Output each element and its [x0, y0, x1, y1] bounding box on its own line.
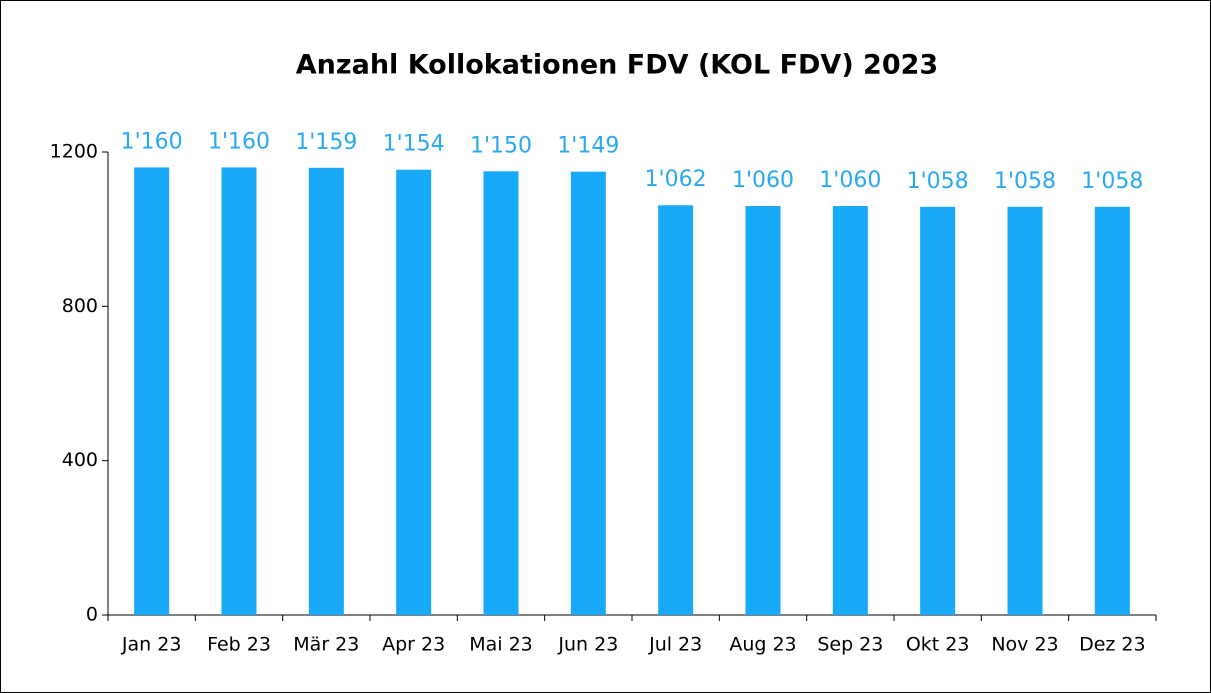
y-tick-label: 400: [62, 449, 98, 471]
value-label: 1'160: [121, 129, 183, 154]
x-tick-label: Apr 23: [382, 634, 445, 656]
x-tick-label: Jan 23: [121, 634, 182, 656]
value-label: 1'058: [1081, 169, 1143, 194]
y-tick-label: 0: [86, 604, 98, 626]
bar: [308, 167, 344, 616]
value-label: 1'058: [907, 169, 969, 194]
bar: [221, 167, 257, 615]
value-label: 1'060: [819, 168, 881, 193]
x-tick-label: Mai 23: [469, 634, 533, 656]
bar: [658, 205, 694, 615]
bar: [832, 206, 868, 615]
value-label: 1'058: [994, 169, 1056, 194]
bar: [920, 206, 956, 615]
x-tick-label: Sep 23: [817, 634, 883, 656]
bar: [1007, 206, 1043, 615]
value-label: 1'154: [383, 132, 445, 157]
x-tick-label: Feb 23: [207, 634, 271, 656]
x-tick-label: Mär 23: [293, 634, 359, 656]
y-tick-label: 800: [62, 295, 98, 317]
x-tick-label: Nov 23: [991, 634, 1058, 656]
y-tick-label: 1200: [50, 141, 98, 163]
bar: [134, 167, 170, 615]
x-tick-label: Jun 23: [557, 634, 618, 656]
bar: [1094, 206, 1130, 615]
x-tick-label: Dez 23: [1079, 634, 1146, 656]
chart-title: Anzahl Kollokationen FDV (KOL FDV) 2023: [296, 50, 938, 81]
value-label: 1'160: [208, 129, 270, 154]
value-label: 1'159: [295, 130, 357, 155]
value-label: 1'150: [470, 133, 532, 158]
bar: [570, 171, 606, 616]
x-tick-label: Aug 23: [729, 634, 796, 656]
value-label: 1'062: [645, 167, 707, 192]
x-tick-label: Jul 23: [648, 634, 702, 656]
bar: [745, 206, 781, 615]
bar: [396, 169, 432, 615]
x-tick-label: Okt 23: [906, 634, 970, 656]
value-label: 1'060: [732, 168, 794, 193]
bar: [483, 171, 519, 615]
value-label: 1'149: [557, 134, 619, 159]
